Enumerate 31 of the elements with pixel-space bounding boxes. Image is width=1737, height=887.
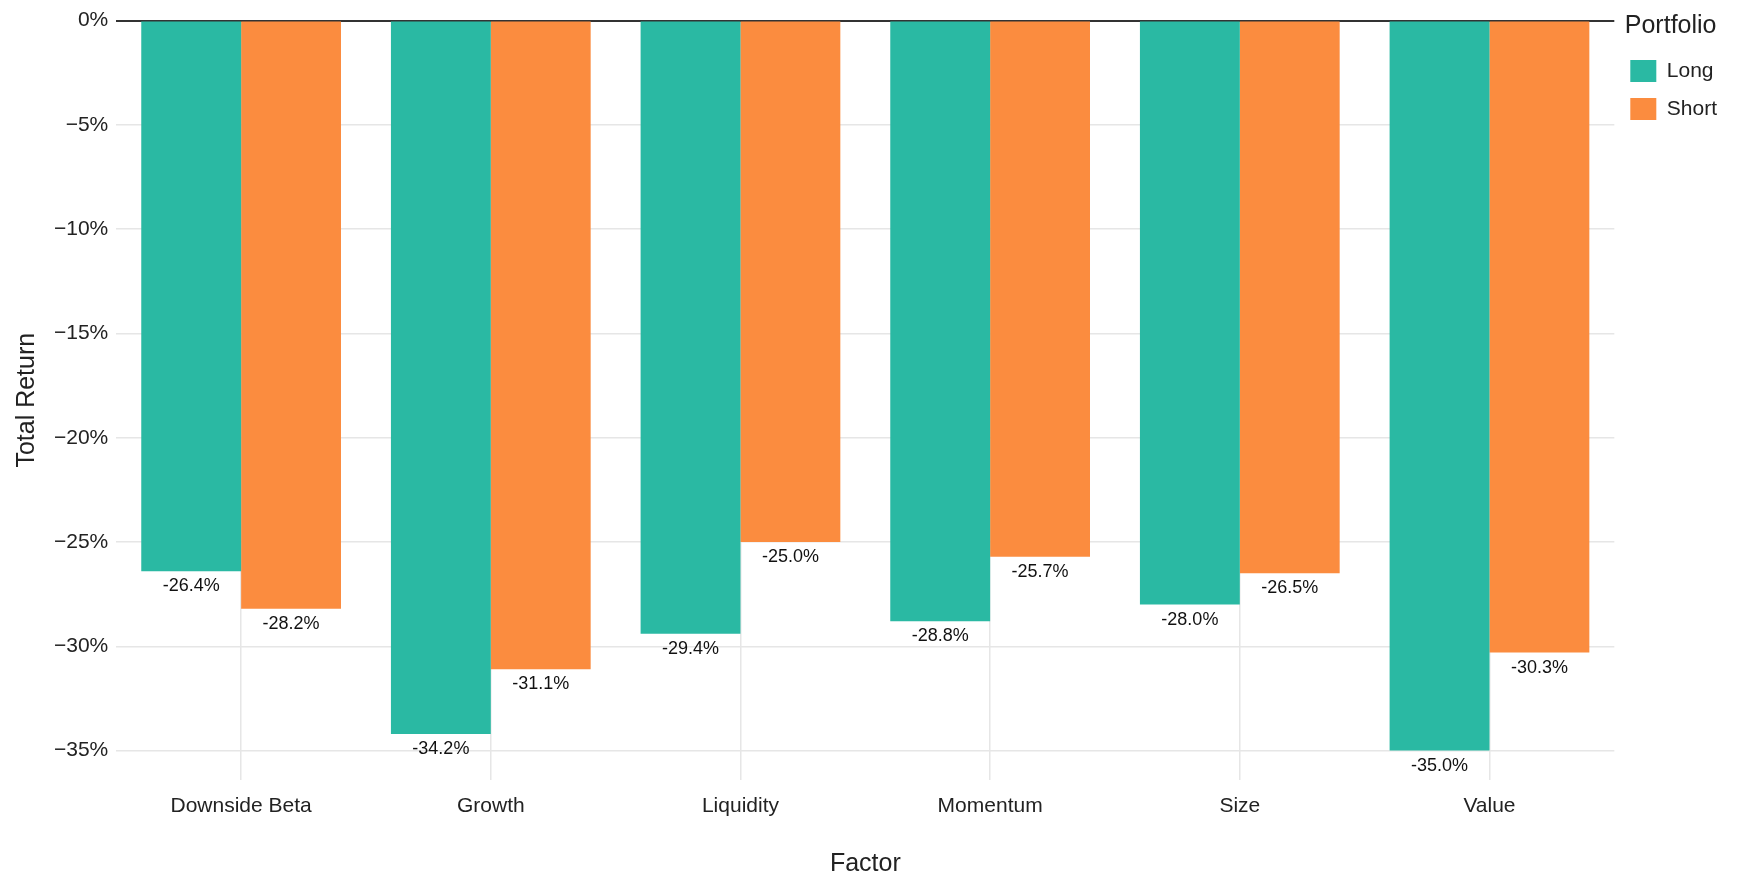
data-label: -28.0% [1161,608,1219,629]
legend-label: Long [1666,57,1714,81]
legend-label: Short [1666,95,1718,119]
y-tick-label: −15% [54,320,109,344]
x-tick-label: Downside Beta [170,793,313,817]
y-tick-label: −30% [54,633,109,657]
x-tick-label: Size [1219,793,1261,817]
data-label: -35.0% [1411,754,1469,775]
y-tick-label: −25% [54,528,109,552]
data-label: -26.4% [162,575,220,596]
y-tick-label: −20% [54,424,109,448]
data-label: -31.1% [512,673,570,694]
x-tick-label: Liquidity [701,793,780,817]
data-label: -28.8% [911,625,969,646]
legend-title: Portfolio [1624,10,1717,39]
y-tick-label: −5% [65,111,109,135]
x-tick-label: Value [1463,793,1516,817]
data-label: -29.4% [662,637,720,658]
x-tick-label: Growth [456,793,525,817]
x-axis-title: Factor [829,847,901,876]
y-axis-title: Total Return [10,332,39,468]
y-tick-label: −10% [54,215,109,239]
data-label: -26.5% [1261,577,1319,598]
y-tick-label: 0% [77,7,109,31]
y-tick-label: −35% [54,737,109,761]
data-label: -28.2% [262,612,320,633]
data-label: -30.3% [1510,656,1568,677]
data-label: -25.0% [761,546,819,566]
data-label: -25.7% [1011,560,1069,581]
data-label: -34.2% [412,737,470,758]
x-tick-label: Momentum [937,793,1043,817]
